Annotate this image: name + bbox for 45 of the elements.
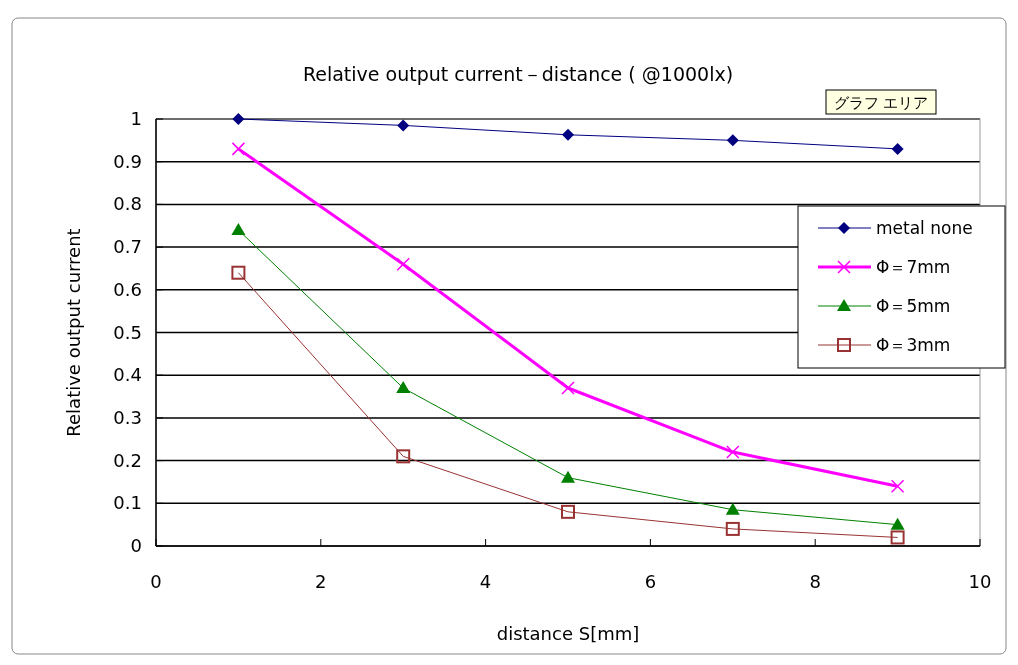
y-tick-label: 0.4	[113, 364, 142, 386]
point	[725, 502, 740, 515]
x-tick-label: 8	[809, 571, 821, 592]
x-tick-label: 2	[315, 571, 327, 592]
y-tick-label: 1	[130, 108, 142, 129]
point	[231, 142, 246, 156]
y-tick-label: 0.6	[113, 278, 142, 300]
point	[890, 479, 905, 493]
y-tick-label: 0.3	[113, 406, 142, 428]
legend-label: Φ＝5mm	[876, 296, 951, 316]
point	[232, 113, 245, 125]
point	[725, 521, 740, 536]
y-tick-label: 0.8	[113, 193, 142, 215]
y-tick-label: 0.2	[113, 449, 142, 471]
point	[890, 517, 905, 530]
point	[891, 142, 904, 155]
legend-label: metal none	[876, 218, 973, 238]
point	[231, 223, 246, 236]
point	[890, 530, 905, 545]
x-tick-label: 6	[644, 571, 657, 592]
chart-title: Relative output current－distance ( @1000lx)	[302, 63, 734, 85]
point	[231, 265, 246, 280]
y-tick-label: 0	[130, 535, 142, 556]
point	[726, 134, 739, 147]
point	[396, 381, 411, 394]
text: グラフ エリア	[833, 94, 929, 112]
y-tick-label: 0.1	[113, 492, 142, 514]
point	[561, 381, 575, 395]
x-tick-label: 10	[968, 571, 992, 592]
y-axis-title: Relative output current	[63, 228, 84, 437]
x-axis-title: distance S[mm]	[496, 623, 640, 644]
y-tick-label: 0.9	[113, 150, 142, 172]
y-tick-label: 0.7	[113, 236, 142, 258]
point	[396, 449, 411, 464]
x-tick-label: 4	[479, 571, 492, 592]
point	[562, 128, 574, 141]
legend-label: Φ＝3mm	[876, 335, 951, 355]
y-tick-label: 0.5	[113, 321, 142, 343]
point	[396, 257, 410, 271]
point	[561, 504, 575, 519]
point	[726, 445, 740, 459]
point	[561, 470, 575, 483]
legend-label: Φ＝7mm	[876, 257, 951, 277]
point	[397, 119, 410, 132]
x-tick-label: 0	[150, 571, 162, 592]
